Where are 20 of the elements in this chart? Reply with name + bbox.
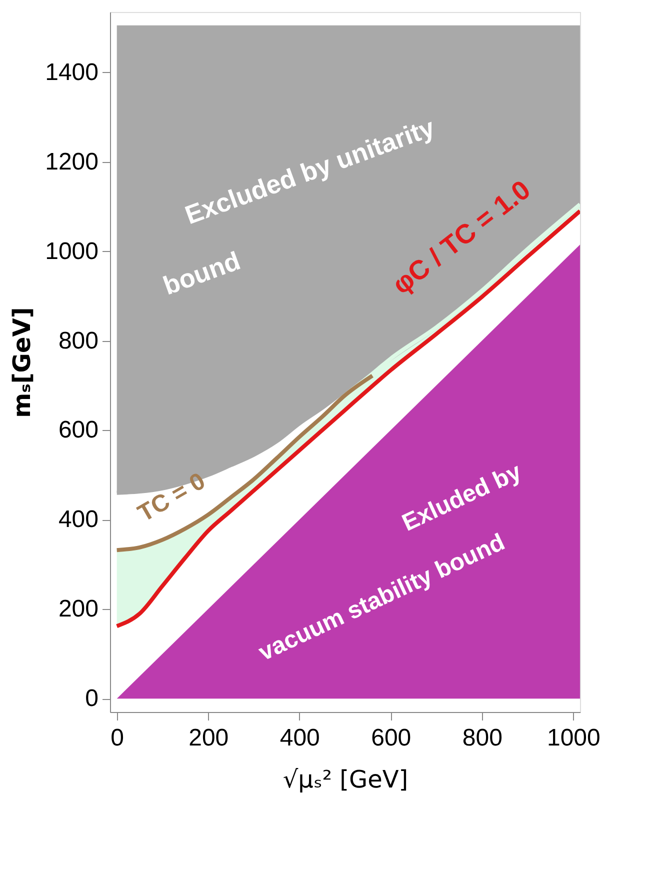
y-tick-label: 1200 [45, 148, 98, 176]
y-tick-label: 1400 [45, 58, 98, 86]
y-tick-label: 800 [58, 327, 98, 354]
x-tick-label: 1000 [546, 724, 600, 752]
y-axis-title: mₛ[GeV] [8, 307, 36, 418]
y-tick-label: 400 [58, 506, 98, 534]
x-tick-label: 200 [188, 724, 229, 752]
annotation: TC = 0 [134, 468, 210, 528]
x-tick-label: 600 [371, 724, 412, 752]
annotation: φC / TC = 1.0 [386, 174, 536, 300]
annotation: bound [159, 245, 244, 301]
x-axis-title: √μₛ² [GeV] [282, 766, 408, 794]
y-tick-label: 0 [85, 685, 98, 712]
line-series [114, 374, 374, 552]
y-tick-label: 600 [58, 416, 98, 444]
y-tick-label: 200 [58, 596, 98, 623]
x-tick-label: 400 [280, 724, 320, 752]
x-tick-label: 800 [462, 724, 502, 752]
x-tick-label: 0 [110, 724, 124, 752]
y-tick-label: 1000 [45, 238, 98, 265]
